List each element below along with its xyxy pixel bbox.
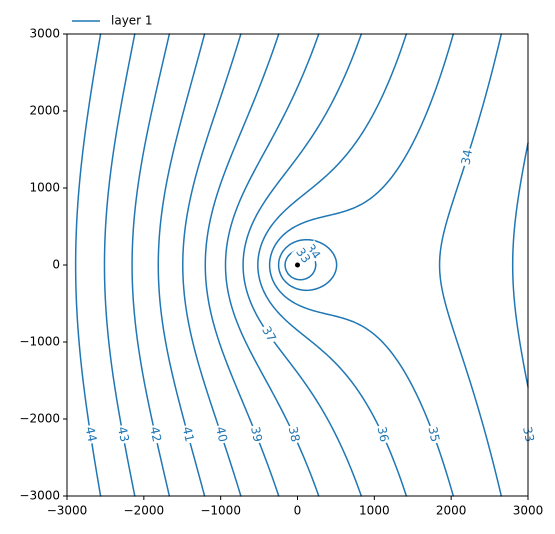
x-tick-label: 1000 <box>359 504 390 518</box>
contour-label: 34 <box>459 148 475 165</box>
contour-label-bg <box>211 423 231 445</box>
contour-label: 37 <box>259 324 279 344</box>
contour-label: 39 <box>248 425 265 443</box>
y-tick-label: −2000 <box>19 412 60 426</box>
y-tick-label: 1000 <box>29 181 60 195</box>
x-tick-label: −3000 <box>47 504 88 518</box>
contour-label-bg <box>457 146 477 168</box>
well-marker <box>295 262 300 268</box>
contour-label-bg <box>246 423 266 445</box>
contour-label-bg <box>113 423 133 445</box>
contour-line <box>242 33 363 497</box>
contour-line <box>131 33 171 497</box>
x-tick-label: −1000 <box>200 504 241 518</box>
contour-label-bg <box>372 423 393 445</box>
contour-label-bg <box>301 239 325 264</box>
contour-label: 40 <box>213 425 230 443</box>
contour-label: 44 <box>83 425 100 443</box>
contour-label-bg <box>178 423 198 445</box>
contour-label: 36 <box>375 425 392 443</box>
contour-label-bg <box>291 243 315 268</box>
x-tick-label: 3000 <box>513 504 544 518</box>
y-tick-label: −3000 <box>19 489 60 503</box>
y-tick-label: 3000 <box>29 27 60 41</box>
y-tick-label: −1000 <box>19 335 60 349</box>
contour-line <box>204 33 280 497</box>
contour-label-bg <box>283 423 304 445</box>
contour-line <box>103 33 136 497</box>
x-tick-label: 0 <box>294 504 302 518</box>
y-tick-label: 0 <box>52 258 60 272</box>
x-tick-label: 2000 <box>436 504 467 518</box>
contour-label: 35 <box>425 425 442 443</box>
contour-label: 43 <box>115 425 132 443</box>
contour-line <box>277 33 503 497</box>
contour-label-bg <box>257 322 281 347</box>
contour-line <box>74 33 102 497</box>
contour-line <box>157 33 206 497</box>
legend-label: layer 1 <box>111 14 153 28</box>
contour-label: 38 <box>286 425 303 443</box>
contour-line <box>257 33 408 497</box>
contour-label-bg <box>423 423 444 445</box>
x-tick-label: −2000 <box>124 504 165 518</box>
contour-label-bg <box>80 423 101 445</box>
contour-label: 41 <box>180 425 197 443</box>
contour-label: 42 <box>147 425 164 443</box>
contour-line <box>224 33 320 497</box>
y-tick-label: 2000 <box>29 104 60 118</box>
contour-label-bg <box>145 423 165 445</box>
